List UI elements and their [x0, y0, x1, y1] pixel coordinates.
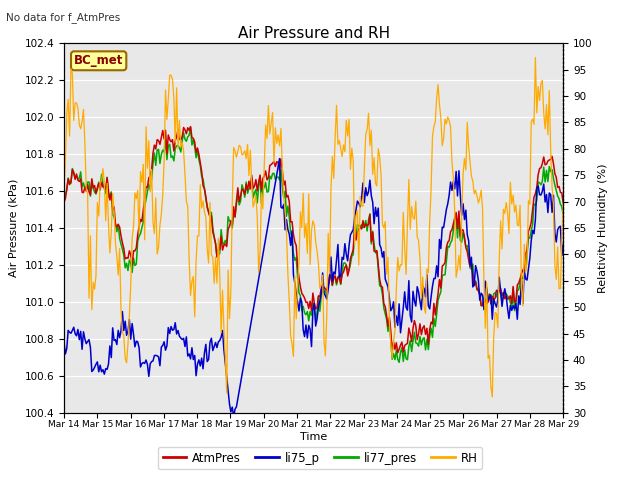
Y-axis label: Air Pressure (kPa): Air Pressure (kPa) — [9, 179, 19, 277]
Text: BC_met: BC_met — [74, 54, 124, 67]
Y-axis label: Relativity Humidity (%): Relativity Humidity (%) — [598, 163, 608, 293]
Title: Air Pressure and RH: Air Pressure and RH — [237, 25, 390, 41]
Legend: AtmPres, li75_p, li77_pres, RH: AtmPres, li75_p, li77_pres, RH — [158, 447, 482, 469]
X-axis label: Time: Time — [300, 432, 327, 442]
Text: No data for f_AtmPres: No data for f_AtmPres — [6, 12, 121, 23]
